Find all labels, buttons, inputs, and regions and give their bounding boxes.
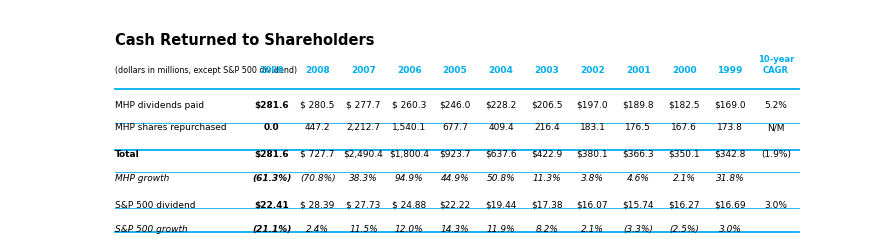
Text: $ 28.39: $ 28.39 (300, 201, 335, 209)
Text: 8.2%: 8.2% (535, 225, 558, 234)
Text: 2.1%: 2.1% (673, 174, 695, 183)
Text: $281.6: $281.6 (254, 150, 289, 159)
Text: $923.7: $923.7 (439, 150, 471, 159)
Text: $ 727.7: $ 727.7 (300, 150, 335, 159)
Text: N/M: N/M (767, 123, 785, 132)
Text: 447.2: 447.2 (305, 123, 331, 132)
Text: (1.9%): (1.9%) (761, 150, 791, 159)
Text: $16.07: $16.07 (577, 201, 608, 209)
Text: $2,490.4: $2,490.4 (343, 150, 383, 159)
Text: 2005: 2005 (443, 66, 468, 75)
Text: 31.8%: 31.8% (716, 174, 744, 183)
Text: S&P 500 growth: S&P 500 growth (115, 225, 188, 234)
Text: 167.6: 167.6 (671, 123, 697, 132)
Text: $422.9: $422.9 (531, 150, 563, 159)
Text: $19.44: $19.44 (485, 201, 517, 209)
Text: $350.1: $350.1 (669, 150, 700, 159)
Text: 2,212.7: 2,212.7 (347, 123, 380, 132)
Text: 677.7: 677.7 (442, 123, 468, 132)
Text: $ 24.88: $ 24.88 (392, 201, 427, 209)
Text: $ 280.5: $ 280.5 (300, 101, 335, 110)
Text: $189.8: $189.8 (622, 101, 654, 110)
Text: $246.0: $246.0 (439, 101, 471, 110)
Text: (21.1%): (21.1%) (252, 225, 292, 234)
Text: 2004: 2004 (488, 66, 513, 75)
Text: 3.8%: 3.8% (581, 174, 604, 183)
Text: 50.8%: 50.8% (486, 174, 516, 183)
Text: 2007: 2007 (351, 66, 376, 75)
Text: 2000: 2000 (672, 66, 696, 75)
Text: 2006: 2006 (396, 66, 421, 75)
Text: $197.0: $197.0 (577, 101, 608, 110)
Text: 14.3%: 14.3% (441, 225, 469, 234)
Text: 5.2%: 5.2% (765, 101, 788, 110)
Text: $ 27.73: $ 27.73 (347, 201, 380, 209)
Text: 4.6%: 4.6% (627, 174, 650, 183)
Text: (2.5%): (2.5%) (669, 225, 699, 234)
Text: $366.3: $366.3 (622, 150, 654, 159)
Text: $1,800.4: $1,800.4 (389, 150, 429, 159)
Text: $380.1: $380.1 (577, 150, 608, 159)
Text: 10-year
CAGR: 10-year CAGR (757, 55, 794, 75)
Text: 11.3%: 11.3% (533, 174, 561, 183)
Text: 176.5: 176.5 (626, 123, 652, 132)
Text: $182.5: $182.5 (669, 101, 700, 110)
Text: 2.4%: 2.4% (306, 225, 329, 234)
Text: 11.5%: 11.5% (349, 225, 378, 234)
Text: $17.38: $17.38 (531, 201, 563, 209)
Text: 1,540.1: 1,540.1 (392, 123, 427, 132)
Text: $281.6: $281.6 (254, 101, 289, 110)
Text: 12.0%: 12.0% (395, 225, 423, 234)
Text: $22.41: $22.41 (254, 201, 289, 209)
Text: 44.9%: 44.9% (441, 174, 469, 183)
Text: S&P 500 dividend: S&P 500 dividend (115, 201, 195, 209)
Text: Total: Total (115, 150, 140, 159)
Text: MHP shares repurchased: MHP shares repurchased (115, 123, 226, 132)
Text: (dollars in millions, except S&P 500 dividend): (dollars in millions, except S&P 500 div… (115, 66, 297, 75)
Text: 3.0%: 3.0% (718, 225, 741, 234)
Text: 1999: 1999 (717, 66, 742, 75)
Text: (61.3%): (61.3%) (252, 174, 292, 183)
Text: $169.0: $169.0 (714, 101, 746, 110)
Text: 173.8: 173.8 (717, 123, 743, 132)
Text: 38.3%: 38.3% (349, 174, 378, 183)
Text: $ 277.7: $ 277.7 (347, 101, 380, 110)
Text: 2008: 2008 (305, 66, 330, 75)
Text: 183.1: 183.1 (580, 123, 605, 132)
Text: 216.4: 216.4 (534, 123, 559, 132)
Text: $16.27: $16.27 (669, 201, 700, 209)
Text: $228.2: $228.2 (485, 101, 517, 110)
Text: 2003: 2003 (534, 66, 559, 75)
Text: $342.8: $342.8 (714, 150, 746, 159)
Text: 0.0: 0.0 (264, 123, 280, 132)
Text: 2009: 2009 (260, 66, 284, 75)
Text: 409.4: 409.4 (488, 123, 514, 132)
Text: 94.9%: 94.9% (395, 174, 423, 183)
Text: $ 260.3: $ 260.3 (392, 101, 427, 110)
Text: $206.5: $206.5 (531, 101, 563, 110)
Text: 2002: 2002 (581, 66, 605, 75)
Text: $22.22: $22.22 (439, 201, 470, 209)
Text: $637.6: $637.6 (485, 150, 517, 159)
Text: MHP growth: MHP growth (115, 174, 169, 183)
Text: 2.1%: 2.1% (581, 225, 604, 234)
Text: (70.8%): (70.8%) (300, 174, 335, 183)
Text: 11.9%: 11.9% (486, 225, 516, 234)
Text: Cash Returned to Shareholders: Cash Returned to Shareholders (115, 33, 374, 48)
Text: $16.69: $16.69 (714, 201, 746, 209)
Text: MHP dividends paid: MHP dividends paid (115, 101, 204, 110)
Text: $15.74: $15.74 (622, 201, 654, 209)
Text: 3.0%: 3.0% (765, 201, 788, 209)
Text: (3.3%): (3.3%) (623, 225, 653, 234)
Text: 2001: 2001 (626, 66, 651, 75)
